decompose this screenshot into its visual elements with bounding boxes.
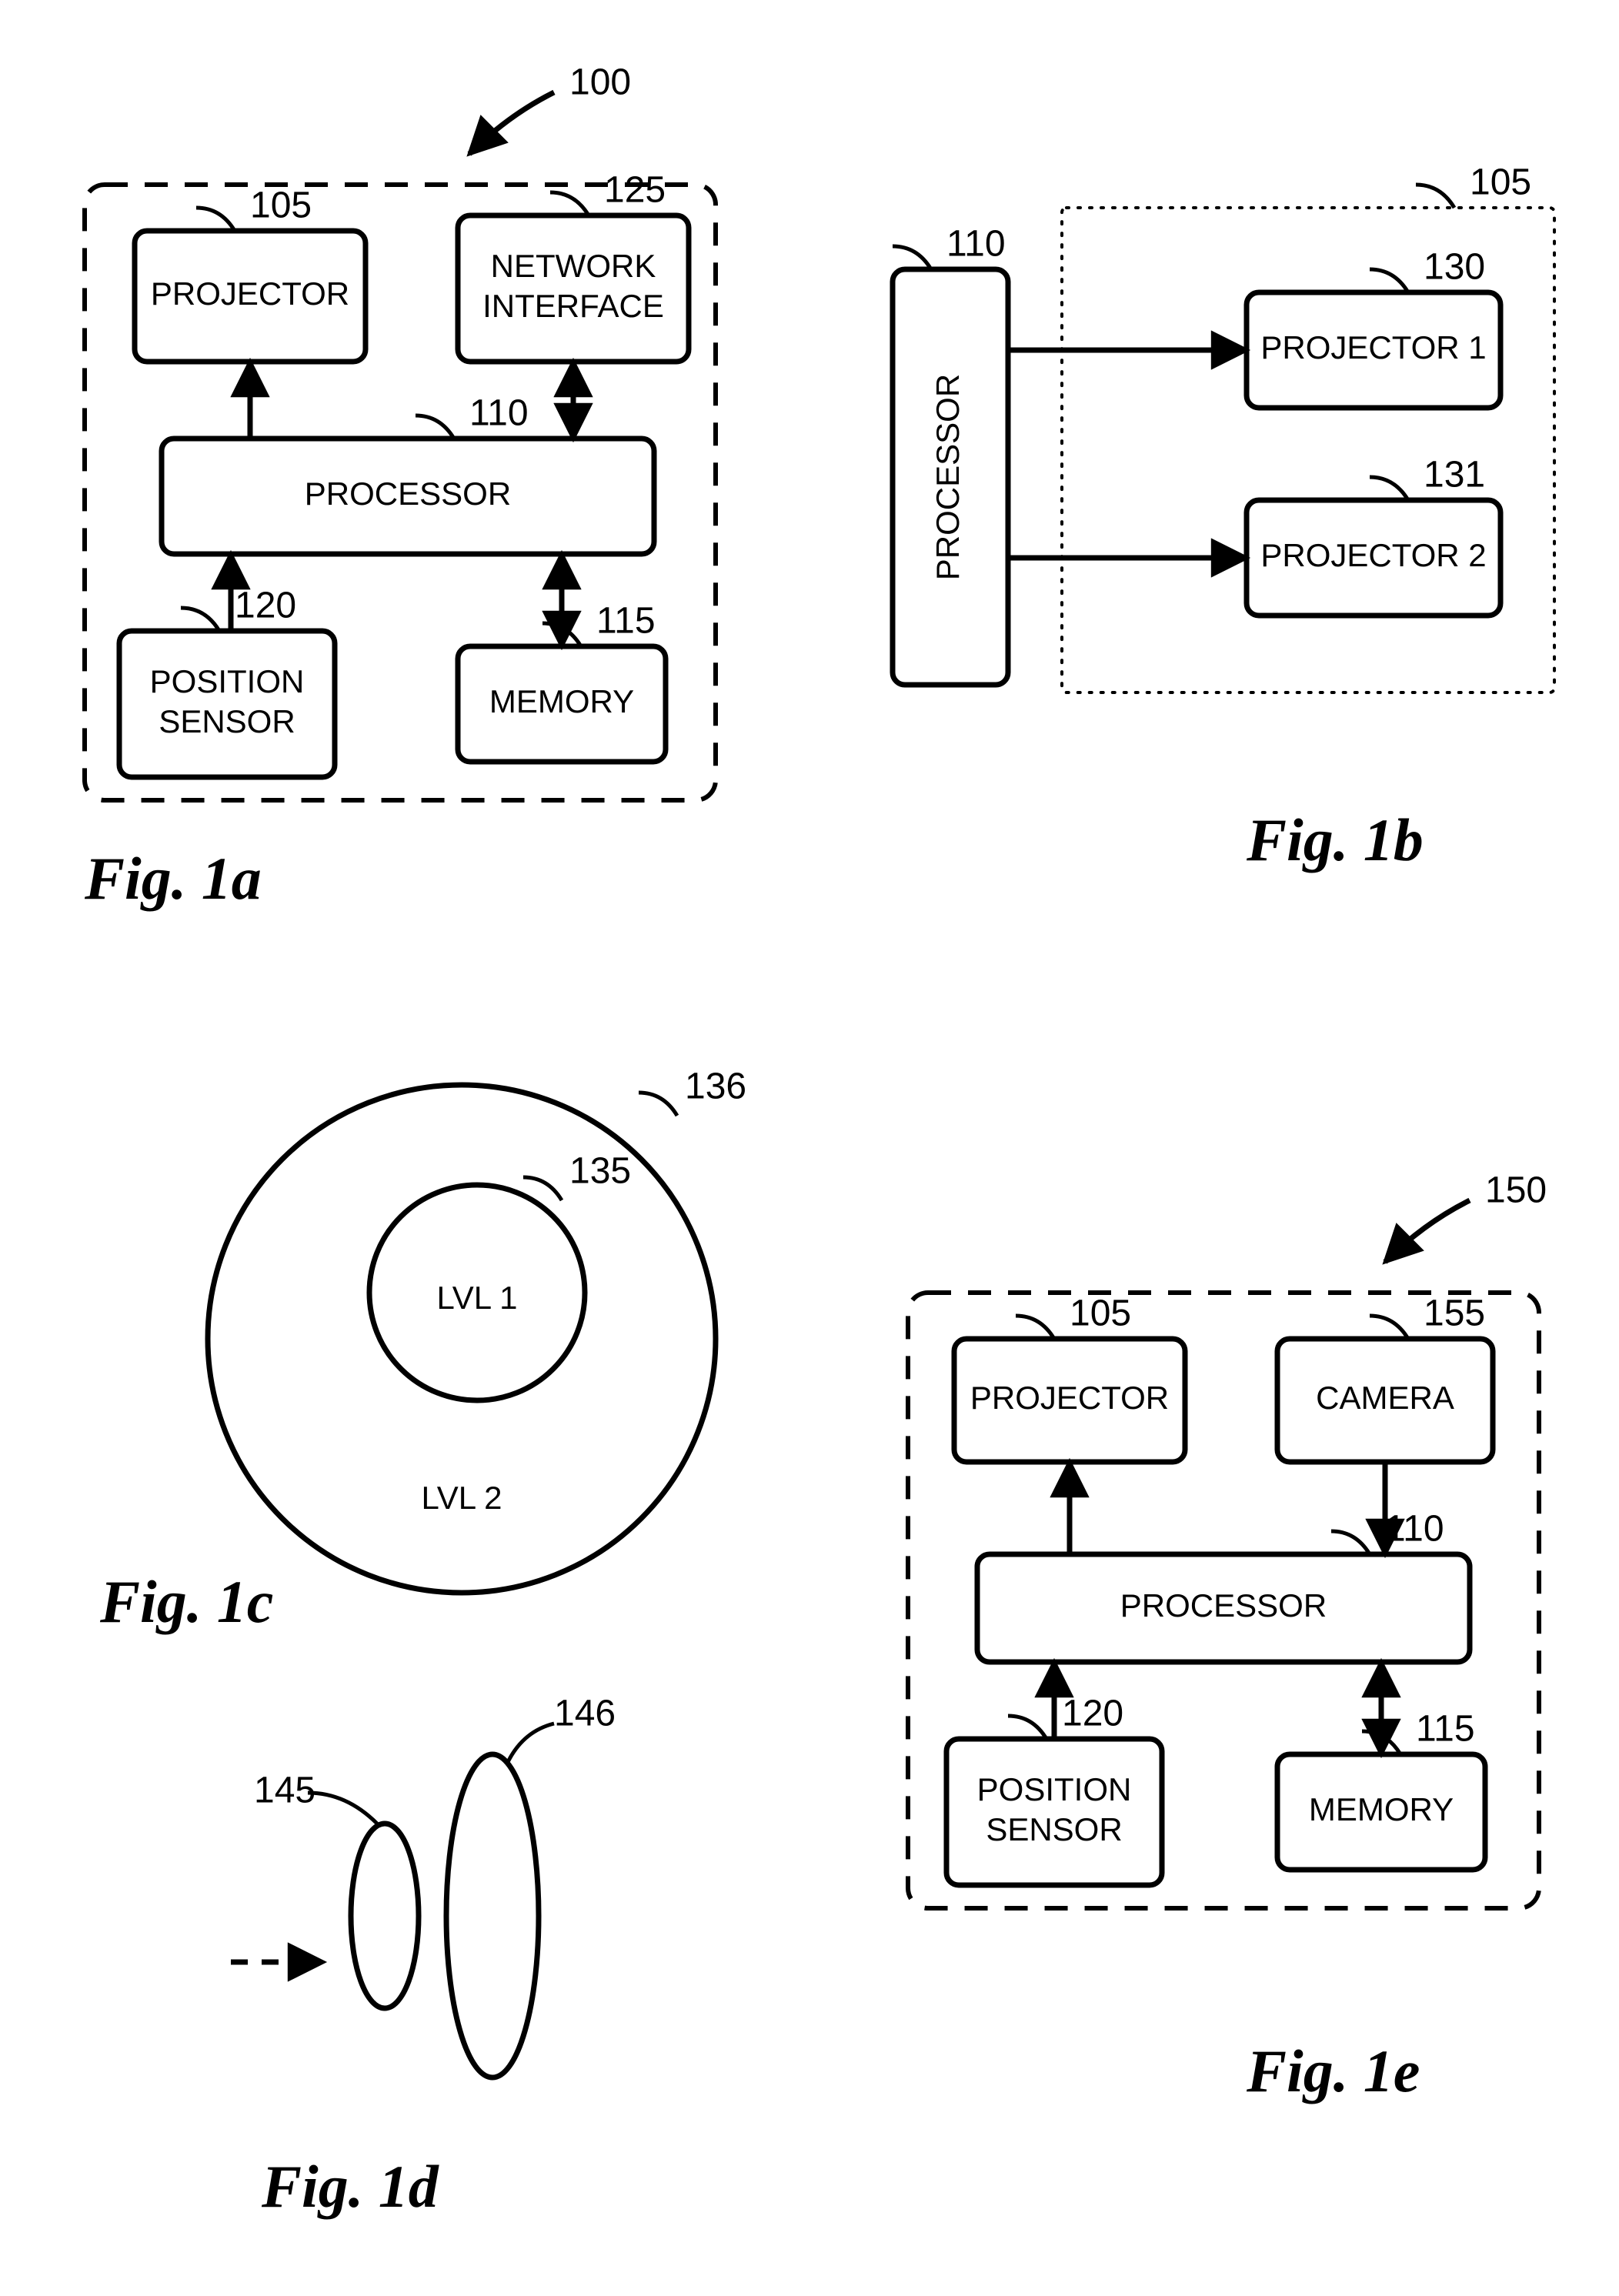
svg-text:Fig. 1d: Fig. 1d xyxy=(261,2153,439,2220)
svg-text:105: 105 xyxy=(1070,1293,1131,1334)
svg-text:PROJECTOR 2: PROJECTOR 2 xyxy=(1260,537,1486,573)
svg-text:Fig. 1b: Fig. 1b xyxy=(1246,806,1424,873)
svg-text:SENSOR: SENSOR xyxy=(159,703,295,739)
svg-text:PROJECTOR: PROJECTOR xyxy=(151,275,349,312)
svg-text:Fig. 1c: Fig. 1c xyxy=(99,1568,273,1635)
svg-text:130: 130 xyxy=(1424,247,1485,288)
svg-text:120: 120 xyxy=(235,586,296,626)
svg-text:125: 125 xyxy=(604,170,666,211)
svg-text:135: 135 xyxy=(569,1151,631,1192)
svg-text:146: 146 xyxy=(554,1694,616,1734)
svg-text:150: 150 xyxy=(1485,1170,1547,1211)
svg-text:145: 145 xyxy=(254,1770,315,1811)
svg-text:131: 131 xyxy=(1424,455,1485,496)
svg-text:105: 105 xyxy=(250,185,312,226)
svg-text:110: 110 xyxy=(946,224,1006,265)
svg-text:110: 110 xyxy=(469,393,529,434)
svg-text:PROCESSOR: PROCESSOR xyxy=(930,374,966,580)
svg-text:155: 155 xyxy=(1424,1293,1485,1334)
svg-text:POSITION: POSITION xyxy=(150,663,305,699)
svg-text:PROJECTOR 1: PROJECTOR 1 xyxy=(1260,329,1486,365)
svg-text:PROCESSOR: PROCESSOR xyxy=(1120,1587,1327,1624)
svg-text:100: 100 xyxy=(569,62,631,103)
svg-text:115: 115 xyxy=(1416,1709,1475,1750)
svg-text:POSITION: POSITION xyxy=(977,1771,1132,1807)
svg-text:PROCESSOR: PROCESSOR xyxy=(305,476,511,512)
svg-text:LVL 2: LVL 2 xyxy=(421,1480,502,1516)
svg-text:LVL 1: LVL 1 xyxy=(436,1280,517,1316)
svg-text:MEMORY: MEMORY xyxy=(1309,1791,1454,1827)
svg-text:INTERFACE: INTERFACE xyxy=(482,288,664,324)
svg-text:110: 110 xyxy=(1385,1509,1444,1550)
svg-text:115: 115 xyxy=(596,601,656,642)
svg-text:105: 105 xyxy=(1470,162,1531,203)
svg-text:PROJECTOR: PROJECTOR xyxy=(970,1380,1169,1416)
svg-text:CAMERA: CAMERA xyxy=(1316,1380,1454,1416)
svg-text:Fig. 1a: Fig. 1a xyxy=(84,845,262,912)
svg-text:Fig. 1e: Fig. 1e xyxy=(1246,2037,1420,2104)
svg-text:136: 136 xyxy=(685,1066,746,1107)
svg-text:SENSOR: SENSOR xyxy=(986,1811,1122,1847)
svg-text:MEMORY: MEMORY xyxy=(489,683,634,719)
svg-text:120: 120 xyxy=(1062,1694,1123,1734)
svg-text:NETWORK: NETWORK xyxy=(491,248,656,284)
